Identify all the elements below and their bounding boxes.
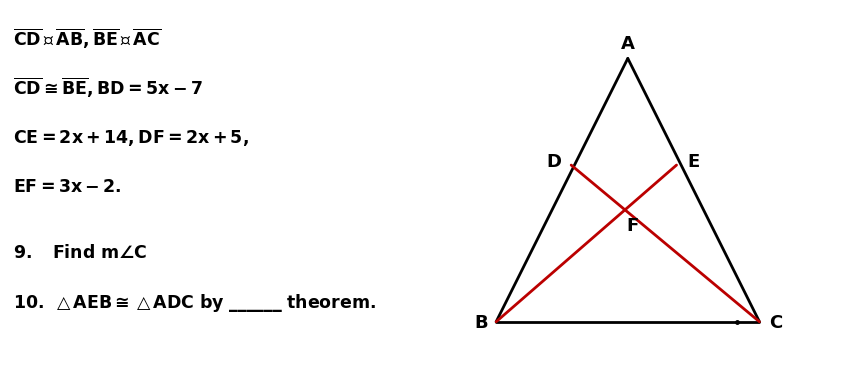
Text: $\mathbf{10.\ \triangle AEB \cong \triangle ADC\ by\ \_\_\_\_\_\_\  theorem.}$: $\mathbf{10.\ \triangle AEB \cong \trian…	[13, 292, 376, 314]
Text: $\mathbf{CE = 2x + 14, DF = 2x + 5,}$: $\mathbf{CE = 2x + 14, DF = 2x + 5,}$	[13, 128, 249, 148]
Text: A: A	[621, 35, 635, 53]
Text: B: B	[475, 314, 488, 332]
Text: F: F	[627, 217, 639, 235]
Text: $\mathbf{\overline{CD} \perp \overline{AB}, \overline{BE} \perp \overline{AC}}$: $\mathbf{\overline{CD} \perp \overline{A…	[13, 26, 161, 51]
Text: $\mathbf{9. \quad Find\ m\angle C}$: $\mathbf{9. \quad Find\ m\angle C}$	[13, 244, 147, 262]
Text: C: C	[769, 314, 782, 332]
Text: $\mathbf{EF = 3x - 2.}$: $\mathbf{EF = 3x - 2.}$	[13, 178, 121, 196]
Text: E: E	[687, 153, 700, 171]
Text: $\mathbf{\overline{CD} \cong \overline{BE}, BD = 5x-7}$: $\mathbf{\overline{CD} \cong \overline{B…	[13, 76, 203, 100]
Text: D: D	[547, 153, 562, 171]
